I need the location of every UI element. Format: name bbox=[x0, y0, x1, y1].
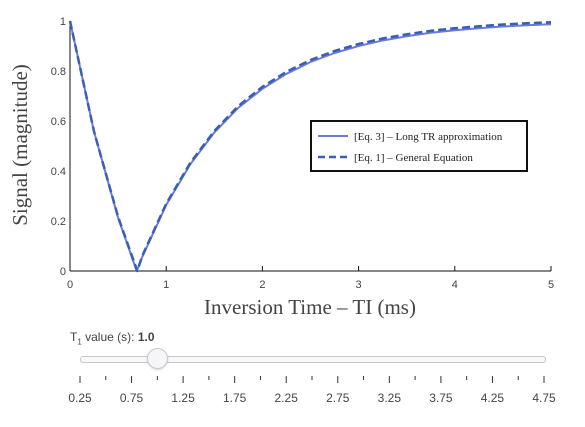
signal-chart: 0 0.2 0.4 0.6 0.8 1 0 1 2 3 4 5 Inversion Time – T… bbox=[8, 16, 554, 319]
x-tick-label: 1 bbox=[163, 279, 169, 291]
slider-label: T1 value (s): 1.0 bbox=[70, 330, 155, 346]
slider-ticks: 0.25 0.75 1.25 1.75 2.25 2.75 3.25 3.75 4.25 4.75 bbox=[68, 376, 556, 405]
slider-tick-label: 1.25 bbox=[171, 391, 195, 405]
legend-box bbox=[310, 120, 528, 172]
slider-label-subscript: 1 bbox=[77, 337, 82, 347]
slider-label-prefix: T bbox=[70, 330, 78, 344]
slider-tick-label: 3.25 bbox=[378, 391, 402, 405]
series-line-eq1 bbox=[68, 20, 552, 273]
slider-tick-label: 4.25 bbox=[481, 391, 505, 405]
y-tick-label: 0.6 bbox=[51, 116, 66, 128]
legend[interactable]: [Eq. 3] – Long TR approximation [Eq. 1] … bbox=[310, 120, 528, 172]
slider-label-suffix: value (s): bbox=[81, 330, 138, 344]
y-tick-label: 0.8 bbox=[51, 66, 66, 78]
slider-handle[interactable] bbox=[147, 348, 169, 369]
slider-tick-label: 3.75 bbox=[429, 391, 453, 405]
series-layer bbox=[68, 20, 552, 273]
y-tick-label: 0.4 bbox=[51, 166, 66, 178]
y-tick-label: 0.2 bbox=[51, 216, 66, 228]
y-axis-ticks: 0 0.2 0.4 0.6 0.8 1 bbox=[51, 16, 66, 278]
slider-tick-label: 0.25 bbox=[68, 391, 92, 405]
x-axis-title: Inversion Time – TI (ms) bbox=[204, 295, 416, 319]
x-axis-ticks: 0 1 2 3 4 5 bbox=[67, 266, 554, 291]
slider-tick-label: 0.75 bbox=[120, 391, 144, 405]
slider-tick-label: 1.75 bbox=[223, 391, 247, 405]
x-tick-label: 3 bbox=[356, 279, 362, 291]
slider-tick-label: 4.75 bbox=[532, 391, 556, 405]
slider-tick-label: 2.75 bbox=[326, 391, 350, 405]
x-tick-label: 4 bbox=[452, 279, 458, 291]
y-tick-label: 0 bbox=[60, 266, 66, 278]
x-tick-label: 2 bbox=[259, 279, 265, 291]
slider-tick-label: 2.25 bbox=[275, 391, 299, 405]
slider-current-value: 1.0 bbox=[137, 330, 155, 344]
legend-label-eq3: [Eq. 3] – Long TR approximation bbox=[354, 131, 503, 143]
slider-track[interactable] bbox=[80, 356, 546, 363]
t1-slider-control: T1 value (s): 1.0 0.25 0.75 1.25 1.75 2.25 2.… bbox=[0, 320, 585, 427]
legend-label-eq1: [Eq. 1] – General Equation bbox=[354, 152, 473, 164]
x-tick-label: 0 bbox=[67, 279, 73, 291]
y-tick-label: 1 bbox=[60, 16, 66, 28]
y-axis-title: Signal (magnitude) bbox=[8, 64, 32, 226]
x-tick-label: 5 bbox=[548, 279, 554, 291]
